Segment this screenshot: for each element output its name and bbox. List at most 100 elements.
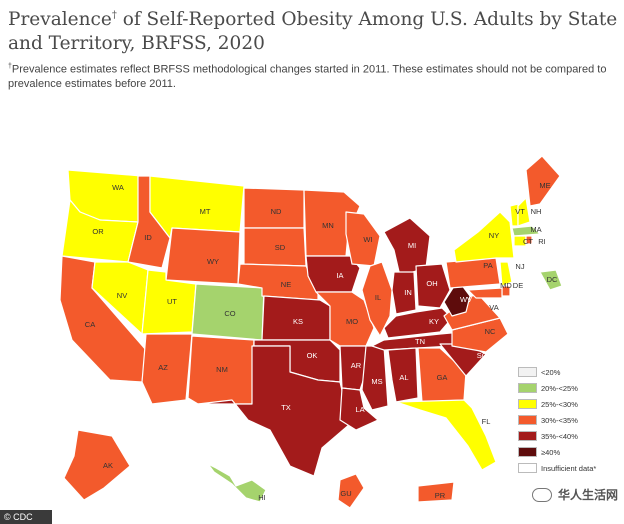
legend-item: 20%-<25%	[518, 380, 596, 396]
legend-item: 25%-<30%	[518, 396, 596, 412]
state-label-ia: IA	[336, 271, 343, 280]
state-label-tx: TX	[281, 403, 291, 412]
state-label-wi: WI	[363, 235, 372, 244]
legend-item: 30%-<35%	[518, 412, 596, 428]
state-label-nd: ND	[271, 207, 282, 216]
state-label-pa: PA	[483, 261, 492, 270]
state-label-ky: KY	[429, 317, 439, 326]
state-label-ms: MS	[371, 377, 382, 386]
state-la	[339, 387, 379, 431]
state-label-or: OR	[92, 227, 104, 236]
state-mt	[149, 175, 245, 239]
state-pr	[417, 481, 455, 503]
state-me	[525, 155, 561, 207]
methodology-note: †Prevalence estimates reflect BRFSS meth…	[8, 63, 607, 90]
state-gu	[337, 473, 365, 509]
watermark: 华人生活网	[532, 486, 618, 503]
state-label-ok: OK	[307, 351, 318, 360]
legend-swatch	[518, 447, 537, 457]
state-nh	[517, 197, 531, 227]
state-dc	[539, 269, 563, 291]
state-label-ak: AK	[103, 461, 113, 470]
state-az	[141, 333, 193, 405]
state-label-hi: HI	[258, 493, 266, 502]
state-label-me: ME	[539, 181, 550, 190]
state-label-wa: WA	[112, 183, 124, 192]
state-label-in: IN	[404, 288, 412, 297]
state-label-nv: NV	[117, 291, 127, 300]
state-label-oh: OH	[426, 279, 437, 288]
state-label-ne: NE	[281, 280, 291, 289]
state-label-wy: WY	[207, 257, 219, 266]
watermark-text: 华人生活网	[558, 488, 619, 502]
state-label-la: LA	[355, 405, 364, 414]
state-fl	[395, 399, 497, 471]
state-label-ny: NY	[489, 231, 499, 240]
state-label-mn: MN	[322, 221, 334, 230]
state-oh	[415, 263, 451, 309]
state-wy	[165, 227, 241, 285]
state-al	[387, 347, 419, 403]
legend-swatch	[518, 383, 537, 393]
state-in	[391, 271, 417, 315]
state-label-tn: TN	[415, 337, 425, 346]
state-label-va: VA	[489, 303, 498, 312]
state-ny	[453, 211, 515, 263]
state-labels-layer: WA OR CA NV ID MT WY UT CO AZ NM ND SD NE KS OK TX MN IA MO…	[85, 181, 558, 502]
state-label-nh: NH	[531, 207, 542, 216]
state-label-ar: AR	[351, 361, 362, 370]
state-label-ct: CT	[523, 237, 533, 246]
legend: <20% 20%-<25% 25%-<30% 30%-<35% 35%-<40% ≥40%…	[518, 364, 596, 476]
state-label-ga: GA	[437, 373, 448, 382]
state-nj	[499, 261, 513, 287]
state-label-ut: UT	[167, 297, 177, 306]
state-label-ks: KS	[293, 317, 303, 326]
state-label-ca: CA	[85, 320, 95, 329]
state-label-vt: VT	[515, 207, 525, 216]
legend-label: 20%-<25%	[541, 383, 578, 393]
state-hi	[207, 463, 267, 503]
state-label-sd: SD	[275, 243, 286, 252]
state-tx	[197, 345, 351, 477]
state-label-il: IL	[375, 293, 381, 302]
state-label-wv: WV	[460, 295, 472, 304]
state-ct	[513, 235, 527, 247]
state-label-ri: RI	[538, 237, 546, 246]
state-label-ma: MA	[530, 225, 541, 234]
state-label-nm: NM	[216, 365, 228, 374]
state-label-fl: FL	[482, 417, 491, 426]
state-label-id: ID	[144, 233, 152, 242]
state-label-dc: DC	[547, 275, 558, 284]
legend-item: ≥40%	[518, 444, 596, 460]
legend-swatch	[518, 415, 537, 425]
state-il	[361, 261, 393, 337]
legend-swatch	[518, 431, 537, 441]
state-md	[467, 287, 503, 299]
state-ak	[63, 429, 131, 501]
state-label-co: CO	[224, 309, 235, 318]
legend-swatch	[518, 399, 537, 409]
legend-label: <20%	[541, 367, 561, 377]
state-ma	[511, 225, 541, 237]
legend-label: 30%-<35%	[541, 415, 578, 425]
page-title: Prevalence† of Self-Reported Obesity Amo…	[8, 9, 618, 55]
state-label-mi: MI	[408, 241, 416, 250]
legend-label: 35%-<40%	[541, 431, 578, 441]
state-label-sc: SC	[477, 351, 488, 360]
state-label-az: AZ	[158, 363, 168, 372]
state-label-mt: MT	[200, 207, 211, 216]
state-label-nj: NJ	[515, 262, 524, 271]
state-label-nc: NC	[485, 327, 496, 336]
state-label-pr: PR	[435, 491, 446, 500]
legend-item: 35%-<40%	[518, 428, 596, 444]
legend-item: Insufficient data*	[518, 460, 596, 476]
legend-swatch	[518, 367, 537, 377]
state-label-mo: MO	[346, 317, 358, 326]
state-label-de: DE	[513, 281, 523, 290]
legend-swatch	[518, 463, 537, 473]
state-ri	[525, 235, 533, 245]
states-layer	[59, 155, 563, 509]
legend-item: <20%	[518, 364, 596, 380]
legend-label: ≥40%	[541, 447, 561, 457]
legend-label: 25%-<30%	[541, 399, 578, 409]
